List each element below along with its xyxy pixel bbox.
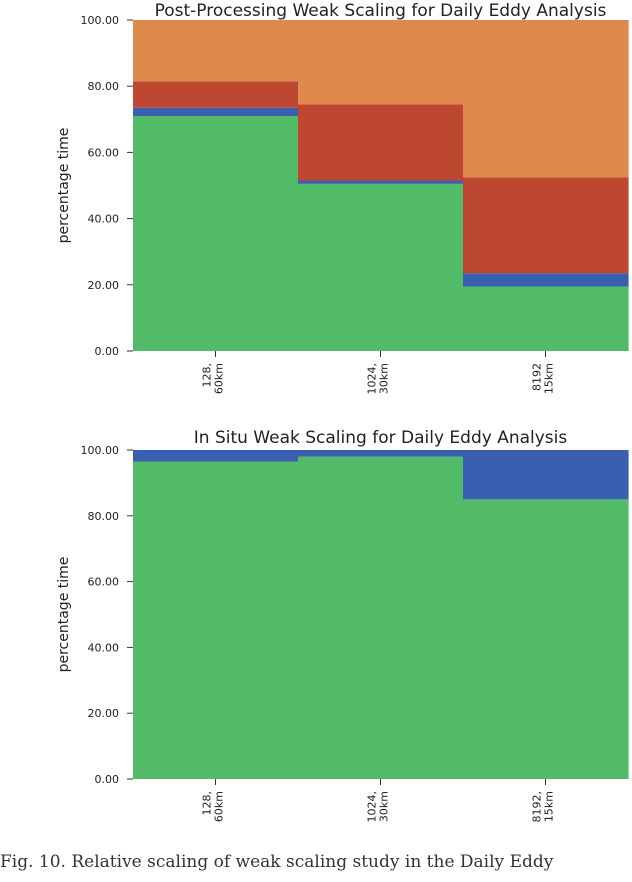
x-tick-label: 128, [201,363,214,388]
bar-segment [133,461,299,779]
chart-post-processing: Post-Processing Weak Scaling for Daily E… [56,1,629,395]
bar-segment [133,450,299,462]
x-tick-label: 1024, [366,363,379,395]
y-tick-label: 100.00 [81,14,120,27]
y-tick-label: 80.00 [88,510,120,523]
bar-segment [298,104,464,181]
y-tick-label: 60.00 [88,146,120,159]
bar-segment [133,81,299,108]
x-tick-label: 30km [378,363,391,394]
bar-segment [463,273,629,287]
bar-segment [298,450,464,457]
y-tick-label: 20.00 [88,707,120,720]
x-tick-label: 60km [213,791,226,822]
x-tick-label: 128, [201,791,214,816]
chart-title: In Situ Weak Scaling for Daily Eddy Anal… [194,428,568,448]
x-tick-label: 1024, [366,791,379,823]
bar-segment [298,456,464,779]
bar-segment [133,20,299,82]
bar-segment [463,20,629,178]
bar-segment [463,286,629,351]
y-tick-label: 40.00 [88,213,120,226]
x-tick-label: 15km [543,791,556,822]
chart-in-situ: In Situ Weak Scaling for Daily Eddy Anal… [56,428,629,823]
x-tick-label: 8192, [531,791,544,823]
bar-segment [133,115,299,352]
bar-segment [463,499,629,779]
bar-segment [133,107,299,116]
bar-segment [298,20,464,105]
bar-segment [298,180,464,184]
x-tick-label: 60km [213,363,226,394]
figure-caption: Fig. 10. Relative scaling of weak scalin… [0,852,554,872]
y-tick-label: 0.00 [95,773,120,786]
y-tick-label: 40.00 [88,641,120,654]
y-tick-label: 20.00 [88,279,120,292]
bar-segment [463,450,629,500]
y-tick-label: 100.00 [81,444,120,457]
y-tick-label: 60.00 [88,576,120,589]
x-tick-label: 8192 [531,363,544,391]
bar-segment [298,183,464,351]
y-axis-label: percentage time [56,128,72,244]
x-tick-label: 30km [378,791,391,822]
chart-title: Post-Processing Weak Scaling for Daily E… [155,1,607,21]
y-tick-label: 80.00 [88,80,120,93]
bar-segment [463,177,629,274]
x-tick-label: 15km [543,363,556,394]
y-axis-label: percentage time [56,557,72,673]
y-tick-label: 0.00 [95,345,120,358]
